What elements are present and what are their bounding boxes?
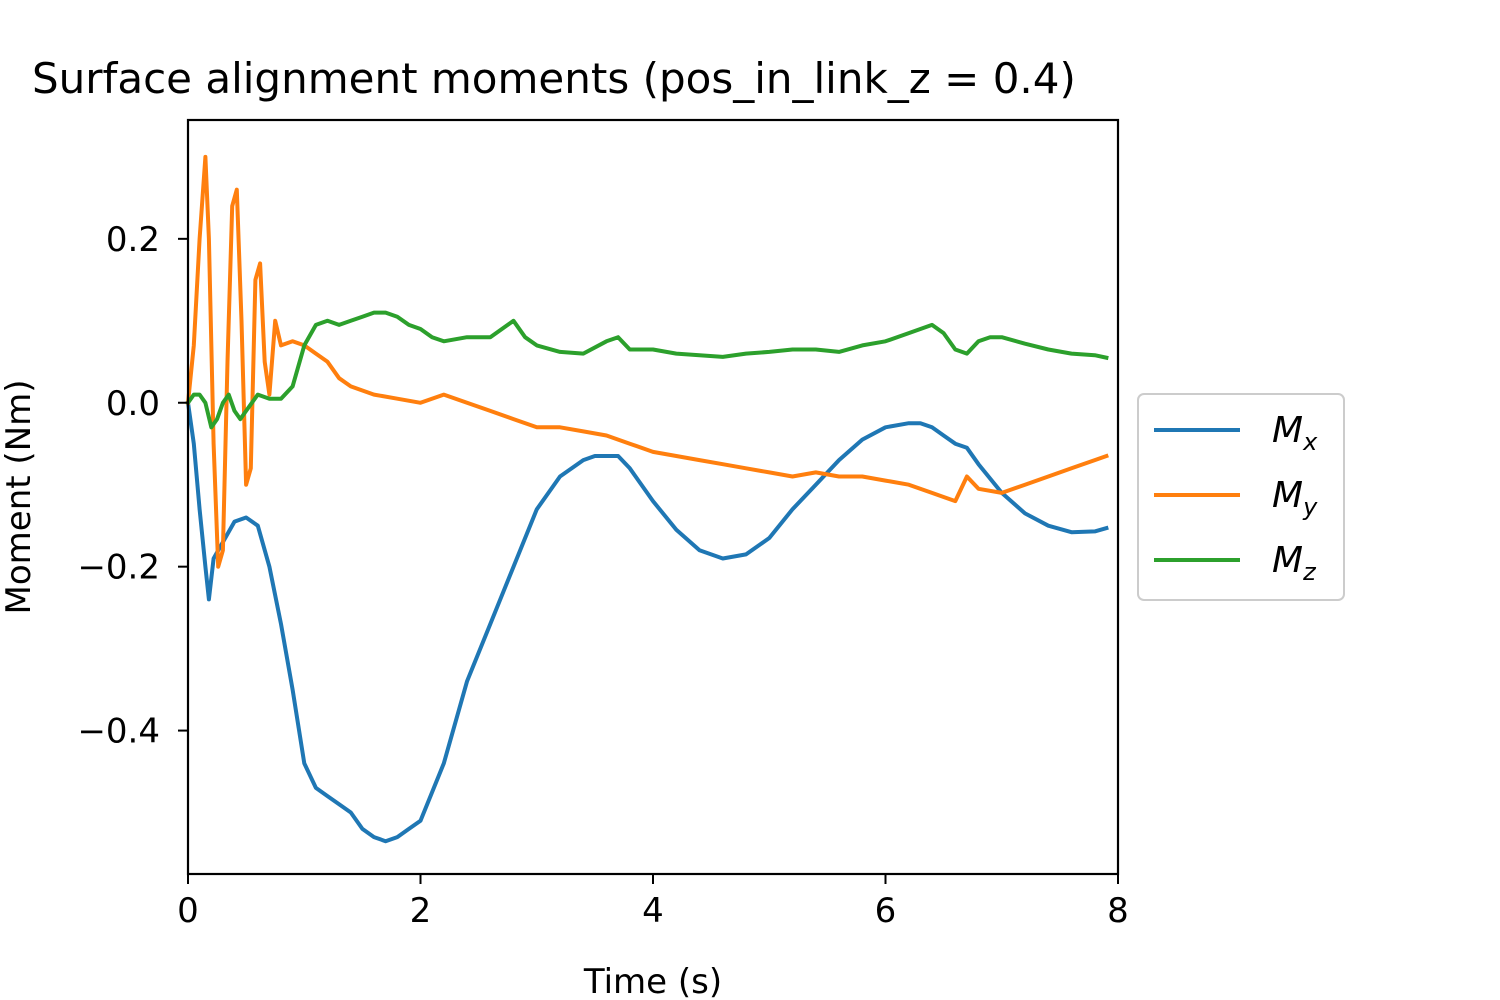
legend-label-my: My <box>1272 475 1318 521</box>
x-axis-label: Time (s) <box>583 962 722 1000</box>
y-tick-label: 0.0 <box>106 384 160 424</box>
series-line-mz <box>185 310 1109 430</box>
x-tick-label: 0 <box>177 891 199 931</box>
series-line-my <box>185 154 1109 569</box>
x-tick-label: 8 <box>1107 891 1129 931</box>
x-tick-label: 6 <box>875 891 897 931</box>
x-tick-label: 4 <box>642 891 664 931</box>
chart-title: Surface alignment moments (pos_in_link_z… <box>32 54 1076 103</box>
series-line-mx <box>185 400 1109 844</box>
series-layer <box>185 154 1109 844</box>
y-tick-label: 0.2 <box>106 220 160 260</box>
y-axis: 0.2 0.0 −0.2 −0.4 <box>77 220 188 752</box>
y-tick-label: −0.4 <box>77 712 160 752</box>
legend-box <box>1137 393 1345 601</box>
legend-label-mx: Mx <box>1272 410 1318 456</box>
x-tick-label: 2 <box>410 891 432 931</box>
x-axis: 0 2 4 6 8 <box>177 874 1129 931</box>
plot-frame <box>186 118 1120 876</box>
y-axis-label: Moment (Nm) <box>0 380 39 615</box>
y-tick-label: −0.2 <box>77 548 160 588</box>
